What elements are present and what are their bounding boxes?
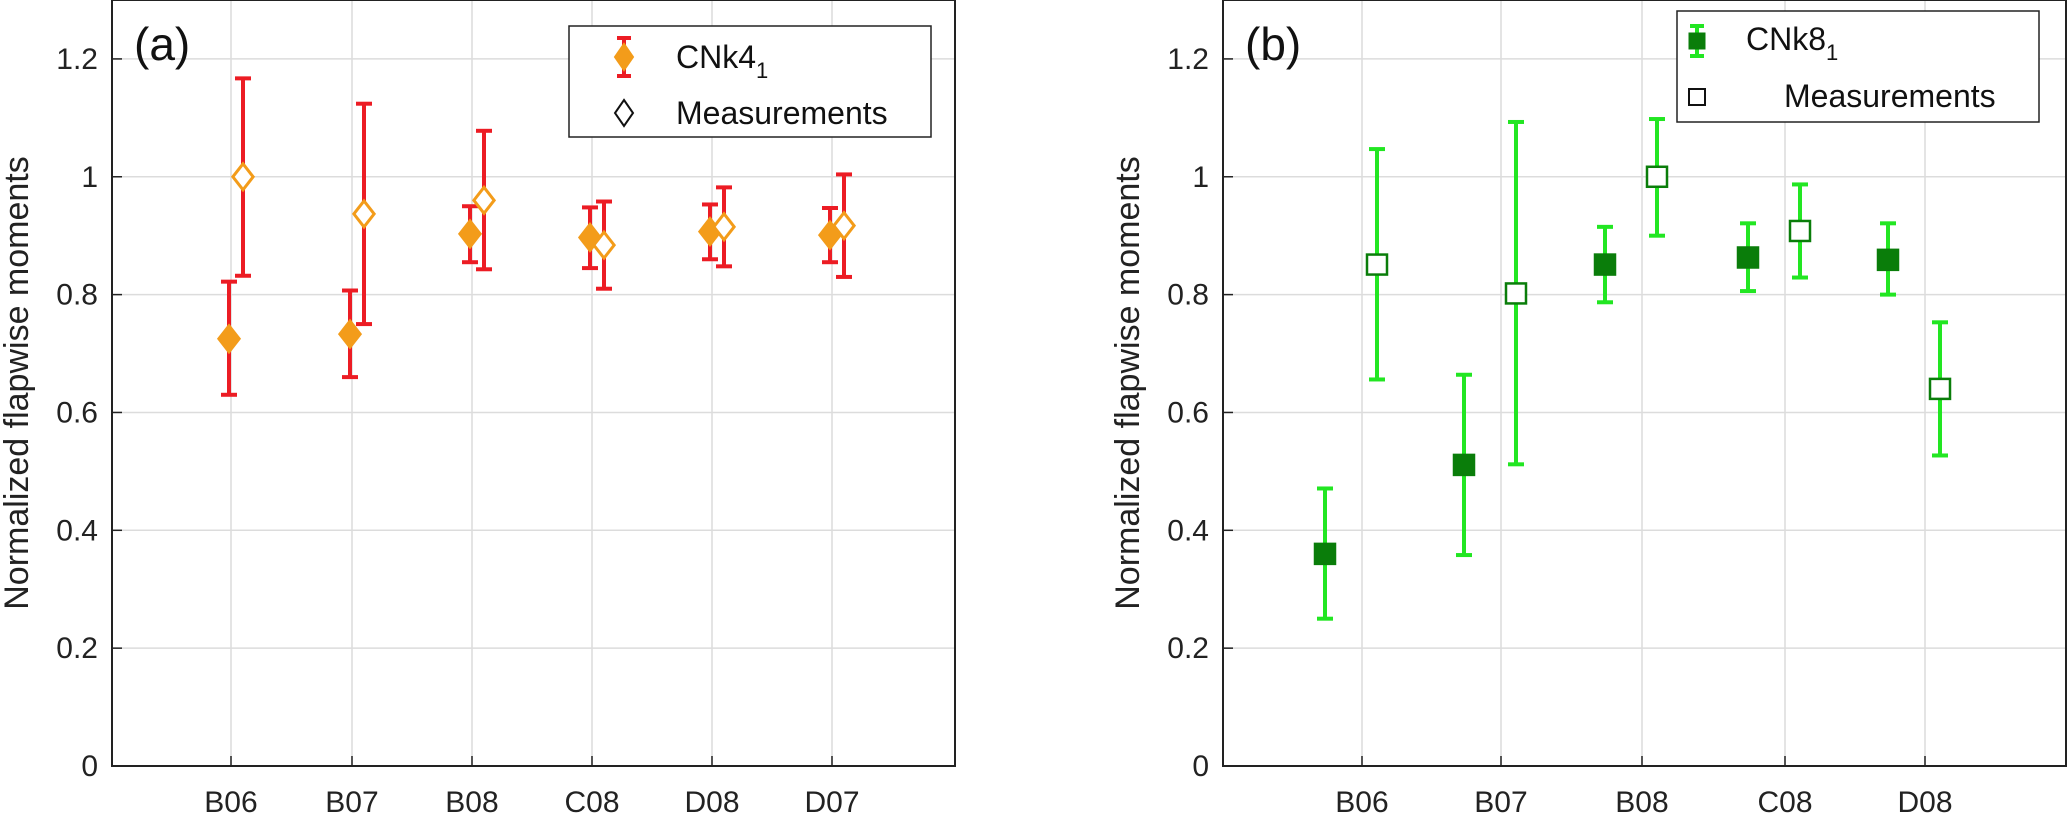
panel-b-label: (b) xyxy=(1245,18,1301,70)
panel-a-legend-label-1: CNk41 xyxy=(676,39,768,83)
panel-b-marks xyxy=(1313,117,1952,621)
panel-b-axes-box xyxy=(1222,0,2067,767)
panel-b-xtick-label: D08 xyxy=(1897,786,1952,816)
panel-a-xtick-label: D08 xyxy=(684,786,739,816)
panel-b: 0 0.2 0.4 0.6 0.8 1 1.2 B06 B07 B08 C08 D08 (b) Nor… xyxy=(1109,0,2067,816)
panel-b-series1-point xyxy=(1313,542,1337,566)
panel-a-ytick-label: 0.4 xyxy=(56,514,98,547)
panel-b-ytick-label: 0 xyxy=(1192,750,1209,783)
panel-b-ytick-label: 0.2 xyxy=(1167,632,1209,665)
panel-b-legend-label-1: CNk81 xyxy=(1746,21,1838,65)
panel-b-legend-box xyxy=(1676,10,2040,123)
panel-a-legend-label-2: Measurements xyxy=(676,95,888,131)
panel-b-legend: CNk81 Measurements xyxy=(1676,10,2040,123)
panel-a-ytick-label: 1.2 xyxy=(56,43,98,76)
panel-b-legend-marker-1 xyxy=(1688,24,1706,58)
panel-b-series2-point xyxy=(1365,253,1389,276)
panel-a-xtick-label: D07 xyxy=(804,786,859,816)
panel-a-marks xyxy=(216,76,857,397)
panel-b-series1-point xyxy=(1876,248,1900,272)
panel-a-xtick-label: B06 xyxy=(204,786,257,816)
panel-a-series1-point xyxy=(457,218,483,250)
panel-a-ytick-label: 1 xyxy=(81,161,98,194)
panel-a-series2-point xyxy=(351,198,377,230)
panel-a-ytick-label: 0.6 xyxy=(56,396,98,429)
panel-a-label: (a) xyxy=(134,18,190,70)
panel-a-ytick-label: 0 xyxy=(81,750,98,783)
panel-a-series2-point xyxy=(591,229,617,261)
panel-b-ytick-label: 0.6 xyxy=(1167,396,1209,429)
panel-b-series2-point xyxy=(1645,165,1669,189)
panel-b-series2-point xyxy=(1788,219,1812,243)
panel-b-series2-point xyxy=(1928,377,1952,401)
panel-b-xtick-label: B07 xyxy=(1474,786,1527,816)
panel-b-ytick-label: 0.8 xyxy=(1167,279,1209,312)
panel-b-xtick-label: C08 xyxy=(1757,786,1812,816)
panel-b-ytick-label: 1.2 xyxy=(1167,43,1209,76)
panel-b-ticks: 0 0.2 0.4 0.6 0.8 1 1.2 B06 B07 B08 C08 D08 xyxy=(1167,43,1952,816)
panel-b-legend-marker-2 xyxy=(1688,88,1706,106)
panel-a-series2-point xyxy=(711,211,737,243)
panel-a-ticks: 0 0.2 0.4 0.6 0.8 1 1.2 B06 B07 B08 C08 D08 D07 xyxy=(56,43,859,816)
panel-b-ytick-label: 0.4 xyxy=(1167,514,1209,547)
panel-b-ylabel: Normalized flapwise moments xyxy=(1109,156,1147,610)
panel-a-axes-box xyxy=(111,0,956,767)
panel-b-xtick-label: B06 xyxy=(1335,786,1388,816)
panel-b-xtick-label: B08 xyxy=(1615,786,1668,816)
panel-a-ytick-label: 0.2 xyxy=(56,632,98,665)
panel-b-series1-point xyxy=(1593,253,1617,276)
panel-b-series2-point xyxy=(1504,282,1528,305)
panel-b-ytick-label: 1 xyxy=(1192,161,1209,194)
panel-b-grid xyxy=(1223,0,2066,766)
panel-a-ylabel: Normalized flapwise moments xyxy=(0,156,36,610)
panel-a-xtick-label: B08 xyxy=(445,786,498,816)
panel-a-legend: CNk41 Measurements xyxy=(568,25,932,138)
panel-a-legend-marker-1 xyxy=(613,36,635,78)
panel-b-series1-point xyxy=(1736,246,1760,269)
panel-a-series2-point xyxy=(831,210,857,242)
panel-a-xtick-label: C08 xyxy=(564,786,619,816)
panel-a-series2-point xyxy=(471,184,497,216)
panel-a-series2-point xyxy=(230,161,256,193)
panel-a-legend-marker-2 xyxy=(613,98,635,128)
panel-a-series1-point xyxy=(337,318,363,350)
panel-b-series1-point xyxy=(1452,453,1476,477)
panel-a-xtick-label: B07 xyxy=(325,786,378,816)
panel-b-legend-label-2: Measurements xyxy=(1784,78,1996,114)
panel-a-series1-point xyxy=(216,323,242,355)
panel-a-ytick-label: 0.8 xyxy=(56,279,98,312)
